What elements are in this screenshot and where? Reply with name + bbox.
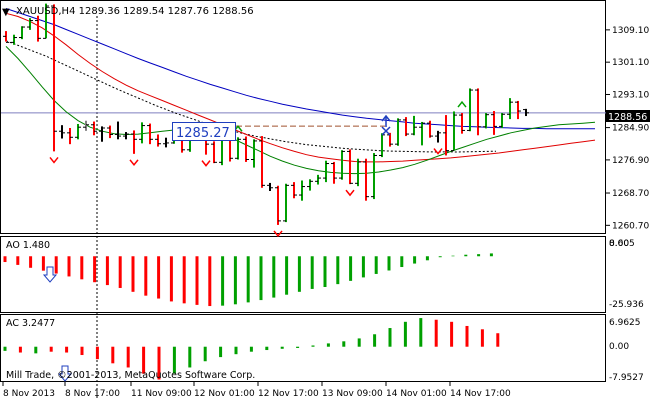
fractal-down-arrow-icon (201, 160, 211, 167)
ao-zero-label: 0.00 (609, 239, 629, 249)
time-axis-label: 8 Nov 2013 (3, 389, 55, 399)
ma-red-line (5, 12, 596, 163)
fractal-down-arrow-icon (49, 156, 59, 164)
price-axis-label: 1309.10 (612, 26, 649, 36)
time-axis-label: 14 Nov 01:00 (386, 389, 447, 399)
price-axis-label: 1260.70 (612, 221, 649, 231)
chart-header-icon: ▼ (2, 7, 10, 18)
ac-max-label: 6.9625 (609, 318, 641, 328)
ao-min-label: -25.936 (609, 300, 644, 310)
price-axis-label: 1293.10 (612, 90, 649, 100)
time-axis-label: 13 Nov 09:00 (322, 389, 383, 399)
ac-min-label: -7.9527 (609, 373, 644, 383)
ao-panel-title: AO 1.480 (6, 240, 50, 251)
price-annotation-box[interactable] (172, 122, 236, 141)
current-price-label: 1288.56 (608, 112, 647, 123)
ac-zero-label: 0.00 (609, 342, 629, 352)
fractal-down-arrow-icon (273, 230, 283, 238)
fractal-down-arrow-icon (129, 159, 139, 167)
fractal-down-arrow-icon (433, 148, 443, 155)
time-axis-label: 14 Nov 17:00 (450, 389, 511, 399)
time-axis-label: 11 Nov 09:00 (131, 389, 192, 399)
fractal-down-arrow-icon (345, 189, 355, 197)
price-axis-label: 1284.90 (612, 124, 649, 134)
ao-indicator-panel[interactable] (0, 236, 606, 313)
copyright-watermark: Mill Trade, ©2001-2013, MetaQuotes Softw… (6, 370, 255, 381)
ac-panel-title: AC 3.2477 (6, 318, 55, 329)
ao-top-label: 8.605 (609, 239, 635, 249)
chart-symbol-header: XAUUSD,H4 1289.36 1289.54 1287.76 1288.5… (16, 6, 254, 17)
price-axis-label: 1301.10 (612, 58, 649, 68)
time-axis-label: 12 Nov 01:00 (194, 389, 255, 399)
fractal-up-arrow-icon (457, 100, 467, 108)
ma-blue-line (5, 8, 595, 130)
ma-green-line (5, 46, 596, 175)
price-axis-label: 1268.70 (612, 189, 649, 199)
ac-indicator-panel[interactable] (0, 314, 606, 382)
current-price-tag (606, 110, 650, 122)
trade-cross-icon[interactable] (381, 126, 391, 136)
price-annotation-label: 1285.27 (176, 126, 230, 141)
price-axis-label: 1276.90 (612, 156, 649, 166)
time-axis-label: 12 Nov 17:00 (258, 389, 319, 399)
ao-down-arrow-icon (42, 266, 58, 283)
time-axis-label: 8 Nov 17:00 (65, 389, 120, 399)
buy-arrow-icon[interactable] (381, 114, 391, 127)
ma-dotted-line (5, 40, 497, 153)
ac-down-arrow-icon (57, 365, 73, 382)
